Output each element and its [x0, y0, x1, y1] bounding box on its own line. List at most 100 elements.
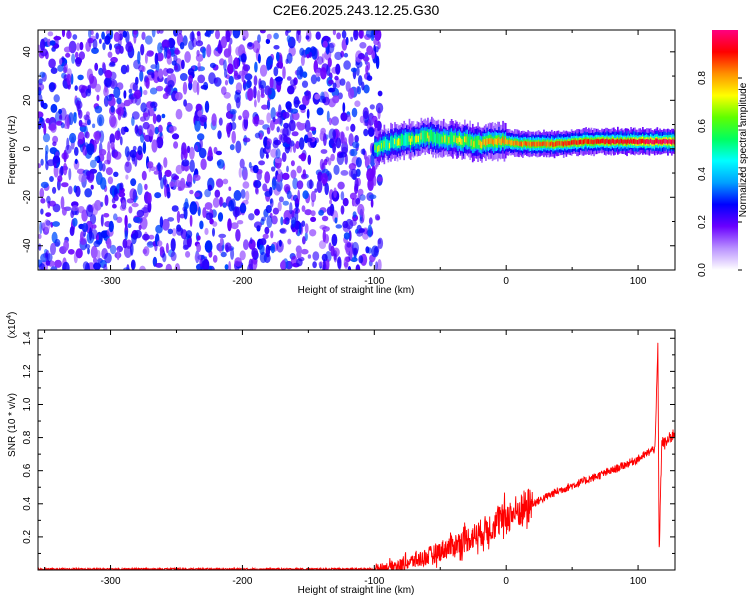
spectrogram-noise-cell — [91, 224, 97, 230]
spectrogram-noise-cell — [47, 38, 51, 47]
spectrogram-noise-cell — [282, 200, 289, 206]
spectrogram-noise-cell — [165, 242, 169, 254]
spectrogram-band-cell — [586, 139, 589, 144]
spectrogram-noise-cell — [231, 130, 236, 144]
spectrogram-noise-cell — [334, 217, 338, 224]
spectrogram-noise-cell — [218, 117, 223, 126]
spectrogram-noise-cell — [362, 107, 369, 120]
spectrogram-noise-cell — [247, 42, 253, 47]
spectrogram-noise-cell — [242, 109, 250, 120]
spectrogram-noise-cell — [104, 194, 109, 206]
spectrogram-band-cell — [465, 136, 467, 143]
spectrogram-noise-cell — [365, 246, 370, 254]
spectrogram-noise-cell — [106, 238, 112, 249]
spectrogram-noise-cell — [348, 133, 354, 147]
snr-multiplier: (x104) — [6, 312, 18, 339]
spectrogram-noise-cell — [273, 45, 280, 50]
spectrogram-noise-cell — [204, 227, 209, 236]
spectrogram-band-cell — [512, 141, 515, 146]
spectrogram-noise-cell — [225, 244, 229, 253]
spectrogram-noise-cell — [102, 62, 106, 74]
spectrogram-noise-cell — [197, 61, 201, 72]
spectrogram-noise-cell — [62, 261, 70, 270]
spectrogram-band-cell — [535, 141, 537, 147]
spectrogram-noise-cell — [320, 67, 327, 80]
spectrogram-noise-cell — [74, 146, 79, 156]
spectrogram-band-cell — [595, 139, 598, 144]
spectrogram-noise-cell — [65, 144, 72, 154]
spectrogram-noise-cell — [262, 233, 269, 239]
spectrogram-noise-cell — [202, 258, 210, 270]
spectrogram-noise-cell — [185, 102, 193, 112]
snr-ytick-label: 0.4 — [22, 496, 33, 510]
spectrogram-noise-cell — [230, 198, 236, 211]
spectrogram-noise-cell — [159, 216, 164, 228]
spectrogram-noise-cell — [85, 244, 91, 249]
spectrogram-noise-cell — [290, 108, 299, 114]
spectrogram-noise-cell — [255, 186, 259, 195]
spectrogram-noise-cell — [343, 232, 350, 240]
spectrogram-noise-cell — [134, 229, 142, 239]
spectrogram-noise-cell — [66, 30, 72, 39]
snr-frame — [37, 329, 676, 571]
spectrogram-noise-cell — [139, 265, 146, 270]
spectrogram-noise-cell — [164, 184, 167, 198]
spectrogram-noise-cell — [195, 53, 204, 63]
spectrogram-band-cell — [581, 140, 584, 145]
spectrogram-band-cell — [383, 141, 386, 148]
spectrogram-band-cell — [507, 140, 510, 145]
snr-xtick-label: -300 — [101, 576, 121, 587]
spectrogram-noise-cell — [200, 158, 207, 170]
spectrogram-noise-cell — [314, 93, 321, 100]
spectrogram-noise-cell — [222, 202, 227, 208]
spectrogram-noise-cell — [316, 107, 324, 116]
spectrogram-noise-cell — [350, 36, 353, 42]
spectrogram-noise-cell — [90, 184, 94, 190]
spectrogram-noise-cell — [79, 237, 87, 246]
spectrogram-band-cell — [462, 136, 465, 148]
spectrogram-band-cell — [623, 139, 626, 144]
spectrogram-noise-cell — [112, 203, 117, 209]
spectrogram-noise-cell — [335, 224, 343, 229]
spectrogram-band-cell — [403, 135, 405, 146]
spectrogram-band-cell — [474, 136, 477, 148]
spectrogram-noise-cell — [126, 64, 130, 73]
snr-xtick-label: 0 — [503, 576, 509, 587]
spectrogram-noise-cell — [101, 31, 105, 40]
spectrogram-noise-cell — [61, 182, 69, 188]
spectrogram-noise-cell — [279, 228, 286, 233]
spectrogram-noise-cell — [337, 92, 343, 100]
spectrogram-band-cell — [556, 141, 558, 146]
spectrogram-band-cell — [413, 136, 416, 146]
spectrogram-noise-cell — [52, 135, 59, 144]
spectrogram-noise-cell — [191, 37, 198, 48]
snr-xtick-label: 100 — [630, 576, 647, 587]
spectrogram-noise-cell — [121, 199, 126, 209]
spectrogram-noise-cell — [350, 67, 357, 73]
spectrogram-band-cell — [548, 142, 551, 147]
spectrogram-noise-cell — [369, 104, 375, 110]
spectrogram-band-cell — [456, 137, 458, 143]
spectrogram-noise-cell — [49, 147, 58, 155]
spectrogram-noise-cell — [295, 203, 299, 212]
spectrogram-ylabel: Frequency (Hz) — [7, 116, 18, 185]
spectrogram-noise-cell — [153, 170, 160, 175]
spectrogram-band-cell — [396, 139, 399, 146]
spectrogram-band-cell — [584, 138, 586, 144]
spectrogram-noise-cell — [230, 247, 235, 260]
spectrogram-noise-cell — [85, 88, 92, 97]
spectrogram-band-cell — [541, 141, 544, 147]
spectrogram-noise-cell — [299, 65, 303, 78]
spectrogram-noise-cell — [322, 40, 329, 48]
spectrogram-noise-cell — [286, 190, 292, 200]
spectrogram-noise-cell — [330, 153, 335, 162]
spectrogram-noise-cell — [278, 196, 284, 203]
spectrogram-noise-cell — [346, 242, 352, 248]
spectrogram-noise-cell — [357, 203, 365, 216]
spectrogram-noise-cell — [310, 74, 318, 85]
spectrogram-noise-cell — [322, 226, 330, 232]
spectrogram-noise-cell — [300, 248, 309, 255]
spectrogram-noise-cell — [161, 113, 166, 119]
spectrogram-noise-cell — [307, 154, 312, 165]
spectrogram-noise-cell — [108, 220, 114, 233]
